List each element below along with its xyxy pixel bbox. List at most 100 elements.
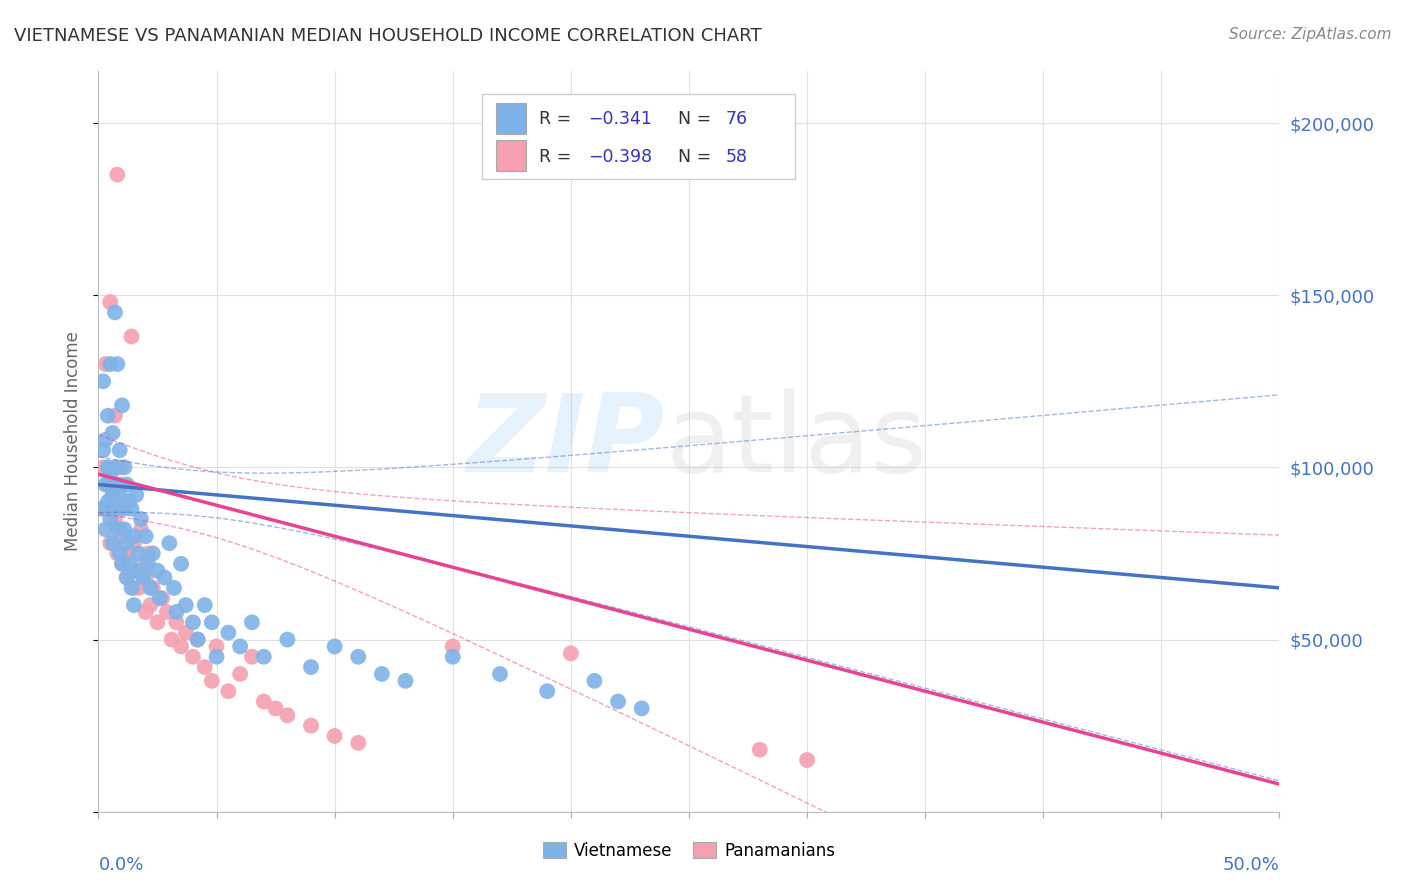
Point: [108, 522, 131, 536]
Point: [105, 546, 128, 560]
Point: [240, 649, 263, 664]
Point: [323, 640, 346, 654]
Point: [121, 581, 143, 595]
Point: [97, 409, 120, 423]
Point: [276, 632, 298, 647]
Point: [170, 557, 193, 571]
Point: [105, 477, 128, 491]
Point: [112, 529, 135, 543]
Point: [122, 536, 145, 550]
Text: N =: N =: [678, 111, 717, 128]
Point: [91, 460, 114, 475]
Point: [157, 536, 180, 550]
Point: [98, 512, 121, 526]
Point: [165, 605, 187, 619]
Point: [630, 701, 652, 715]
Point: [174, 625, 197, 640]
Point: [98, 467, 121, 482]
Point: [153, 570, 176, 584]
Point: [536, 684, 558, 698]
Point: [108, 488, 131, 502]
Point: [98, 357, 121, 371]
Point: [146, 615, 169, 630]
Point: [132, 557, 155, 571]
Point: [115, 495, 138, 509]
Point: [347, 649, 370, 664]
Text: 50.0%: 50.0%: [1223, 856, 1279, 874]
Point: [91, 374, 114, 388]
Point: [111, 557, 134, 571]
Point: [142, 546, 165, 560]
Point: [108, 546, 131, 560]
Y-axis label: Median Household Income: Median Household Income: [65, 332, 83, 551]
Point: [149, 591, 172, 606]
Point: [118, 546, 141, 560]
Point: [132, 570, 155, 584]
Point: [94, 501, 117, 516]
Point: [97, 477, 120, 491]
Point: [101, 488, 124, 502]
Point: [118, 546, 141, 560]
Point: [115, 570, 138, 584]
Point: [118, 495, 141, 509]
Point: [111, 477, 134, 491]
Point: [121, 329, 143, 343]
Point: [156, 605, 179, 619]
Point: [111, 557, 134, 571]
Point: [97, 460, 120, 475]
Point: [165, 615, 187, 630]
Text: −0.341: −0.341: [589, 111, 652, 128]
Point: [101, 536, 124, 550]
FancyBboxPatch shape: [482, 94, 796, 178]
Point: [111, 398, 134, 412]
Point: [121, 501, 143, 516]
Text: ZIP: ZIP: [467, 389, 665, 494]
Point: [104, 501, 127, 516]
Point: [253, 649, 276, 664]
Point: [205, 649, 228, 664]
Point: [796, 753, 818, 767]
Point: [253, 694, 276, 708]
Point: [101, 425, 124, 440]
Point: [101, 488, 124, 502]
Text: Source: ZipAtlas.com: Source: ZipAtlas.com: [1229, 27, 1392, 42]
Point: [217, 625, 239, 640]
Text: R =: R =: [538, 148, 576, 166]
Point: [115, 477, 138, 491]
Point: [94, 433, 117, 447]
Point: [150, 591, 173, 606]
Point: [129, 522, 152, 536]
Point: [194, 598, 217, 612]
Text: 76: 76: [725, 111, 748, 128]
Point: [394, 673, 416, 688]
Point: [104, 409, 127, 423]
Point: [201, 673, 224, 688]
Point: [205, 640, 228, 654]
Point: [217, 684, 239, 698]
Point: [240, 615, 263, 630]
Point: [91, 443, 114, 458]
Point: [97, 495, 120, 509]
Point: [125, 488, 148, 502]
Text: VIETNAMESE VS PANAMANIAN MEDIAN HOUSEHOLD INCOME CORRELATION CHART: VIETNAMESE VS PANAMANIAN MEDIAN HOUSEHOL…: [14, 27, 762, 45]
Point: [748, 743, 770, 757]
Point: [181, 615, 204, 630]
Point: [105, 522, 128, 536]
Point: [125, 564, 148, 578]
Point: [105, 357, 128, 371]
Point: [122, 598, 145, 612]
Point: [181, 649, 204, 664]
Point: [347, 736, 370, 750]
Point: [118, 557, 141, 571]
Point: [187, 632, 209, 647]
Point: [104, 512, 127, 526]
Point: [105, 168, 128, 182]
Point: [371, 667, 394, 681]
Point: [112, 522, 135, 536]
Point: [276, 708, 298, 723]
Point: [194, 660, 217, 674]
Text: 0.0%: 0.0%: [98, 856, 143, 874]
Point: [128, 546, 150, 560]
Point: [125, 564, 148, 578]
Text: 58: 58: [725, 148, 748, 166]
